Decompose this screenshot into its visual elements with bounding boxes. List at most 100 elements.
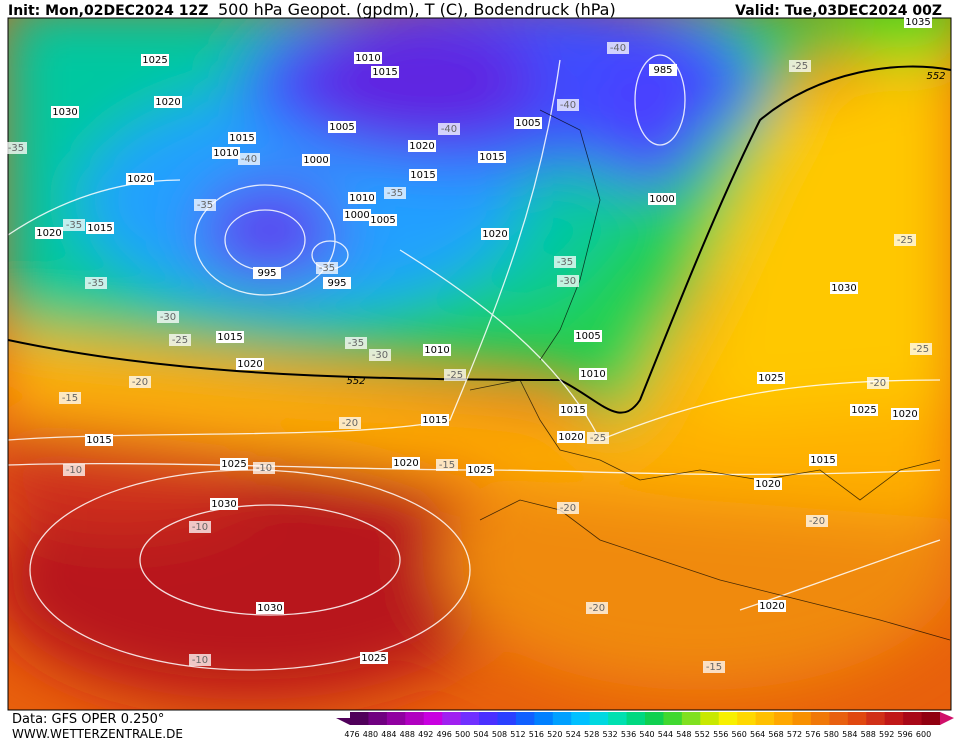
colorbar-swatch bbox=[774, 712, 793, 725]
colorbar-swatch bbox=[405, 712, 425, 725]
temperature-label: -15 bbox=[706, 662, 722, 673]
temperature-label-bg bbox=[85, 277, 107, 289]
colorbar-end bbox=[940, 712, 954, 725]
contour-labels: 1025 1030 1020 1010 1015 1005 1015 1010 1000 1020… bbox=[5, 16, 946, 673]
isobar-label-bg bbox=[85, 434, 113, 446]
colorbar-tick-label: 484 bbox=[381, 730, 396, 739]
isobar-label-bg bbox=[328, 121, 356, 133]
isobar-label-bg bbox=[649, 64, 677, 76]
isobar-label: 1005 bbox=[575, 331, 600, 342]
colorbar-tick-label: 508 bbox=[492, 730, 507, 739]
isobar-label-bg bbox=[256, 602, 284, 614]
temperature-label-bg bbox=[316, 262, 338, 274]
isobar-label-bg bbox=[302, 154, 330, 166]
isobar-label-bg bbox=[891, 408, 919, 420]
temperature-label-bg bbox=[806, 515, 828, 527]
colorbar-tick-label: 492 bbox=[418, 730, 433, 739]
temperature-label-bg bbox=[607, 42, 629, 54]
temperature-label-bg bbox=[63, 219, 85, 231]
temperature-label: -35 bbox=[8, 143, 24, 154]
colorbar-swatch bbox=[903, 712, 923, 725]
colorbar-tick-label: 476 bbox=[344, 730, 359, 739]
isobar-label-bg bbox=[354, 52, 382, 64]
temperature-label-bg bbox=[557, 99, 579, 111]
temperature-label: -35 bbox=[557, 257, 573, 268]
colorbar-tick-label: 504 bbox=[473, 730, 488, 739]
colorbar-swatch bbox=[423, 712, 443, 725]
isobar-label: 1030 bbox=[211, 499, 236, 510]
colorbar-swatch bbox=[350, 712, 369, 725]
colorbar-tick-label: 600 bbox=[916, 730, 931, 739]
isobar-label-bg bbox=[253, 267, 281, 279]
temperature-label-bg bbox=[369, 349, 391, 361]
isobar-label-bg bbox=[141, 54, 169, 66]
isobar-label-bg bbox=[126, 173, 154, 185]
isobar-label: 1000 bbox=[344, 210, 369, 221]
isobar-label: 985 bbox=[653, 65, 672, 76]
colorbar-swatch bbox=[700, 712, 720, 725]
colorbar-swatch bbox=[442, 712, 462, 725]
colorbar-swatch bbox=[515, 712, 535, 725]
colorbar-tick-label: 576 bbox=[805, 730, 820, 739]
colorbar-swatch bbox=[884, 712, 904, 725]
isobar-label: 1015 bbox=[479, 152, 504, 163]
temperature-label-bg bbox=[444, 369, 466, 381]
colorbar-swatch bbox=[534, 712, 554, 725]
temperature-label: -40 bbox=[610, 43, 626, 54]
map-title: 500 hPa Geopot. (gpdm), T (C), Bodendruc… bbox=[218, 0, 616, 19]
temperature-label: -10 bbox=[66, 465, 82, 476]
isobar-label: 1015 bbox=[372, 67, 397, 78]
isobar-label: 1010 bbox=[424, 345, 449, 356]
temperature-label-bg bbox=[157, 311, 179, 323]
isobar-label: 1010 bbox=[355, 53, 380, 64]
temperature-label: -25 bbox=[590, 433, 606, 444]
isobar-label: 1025 bbox=[467, 465, 492, 476]
isobar-label: 1015 bbox=[422, 415, 447, 426]
temperature-label-bg bbox=[438, 123, 460, 135]
colorbar-swatch bbox=[921, 712, 941, 725]
isobar-label-bg bbox=[220, 458, 248, 470]
isobar-label: 1025 bbox=[221, 459, 246, 470]
isobar-label-bg bbox=[323, 277, 351, 289]
colorbar-swatch bbox=[552, 712, 572, 725]
colorbar-end bbox=[336, 718, 350, 725]
temperature-label: -25 bbox=[913, 344, 929, 355]
temperature-label: -10 bbox=[256, 463, 272, 474]
temperature-label: -20 bbox=[132, 377, 148, 388]
temperature-label: -20 bbox=[342, 418, 358, 429]
geopotential-label: 552 bbox=[346, 376, 365, 387]
temperature-label: -20 bbox=[870, 378, 886, 389]
isobar-label: 1005 bbox=[329, 122, 354, 133]
isobar-label: 1020 bbox=[482, 229, 507, 240]
temperature-label: -25 bbox=[792, 61, 808, 72]
isobar-label: 1020 bbox=[127, 174, 152, 185]
isobar-label-bg bbox=[360, 652, 388, 664]
temperature-label-bg bbox=[169, 334, 191, 346]
temperature-label-bg bbox=[5, 142, 27, 154]
isobar-label: 1020 bbox=[36, 228, 61, 239]
isobar-label: 1025 bbox=[758, 373, 783, 384]
isobar-label: 1015 bbox=[560, 405, 585, 416]
temperature-label-bg bbox=[586, 602, 608, 614]
temperature-label: -25 bbox=[897, 235, 913, 246]
colorbar-swatch bbox=[681, 712, 701, 725]
colorbar-swatch bbox=[829, 712, 849, 725]
colorbar-swatch bbox=[460, 712, 480, 725]
isobar-label-bg bbox=[86, 222, 114, 234]
geopotential-label: 552 bbox=[926, 71, 945, 82]
colorbar-tick-label: 520 bbox=[547, 730, 562, 739]
temperature-label-bg bbox=[436, 459, 458, 471]
colorbar-swatch bbox=[755, 712, 775, 725]
colorbar-tick-label: 548 bbox=[676, 730, 691, 739]
colorbar-tick-label: 524 bbox=[566, 730, 581, 739]
colorbar-swatch bbox=[663, 712, 683, 725]
isobar-label: 1025 bbox=[361, 653, 386, 664]
colorbar-tick-label: 480 bbox=[363, 730, 378, 739]
temperature-label-bg bbox=[894, 234, 916, 246]
isobar-label-bg bbox=[35, 227, 63, 239]
temperature-label-bg bbox=[189, 654, 211, 666]
temperature-label-bg bbox=[63, 464, 85, 476]
colorbar-swatch bbox=[386, 712, 406, 725]
colorbar-swatch bbox=[810, 712, 830, 725]
temperature-label: -25 bbox=[447, 370, 463, 381]
